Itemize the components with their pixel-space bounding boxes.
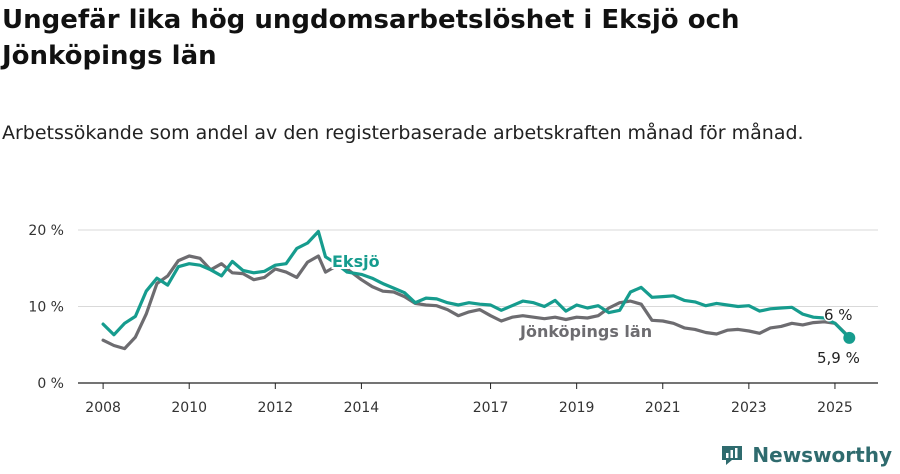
end-point-marker-eksjo bbox=[843, 331, 856, 344]
x-tick-label: 2017 bbox=[473, 400, 509, 416]
x-tick-label: 2019 bbox=[559, 400, 595, 416]
end-label-jonkopings-lan: 6 % bbox=[824, 306, 853, 324]
series-label-jonkopings-lan: Jönköpings län bbox=[519, 322, 652, 341]
x-tick-label: 2021 bbox=[645, 400, 681, 416]
x-tick-label: 2025 bbox=[817, 400, 853, 416]
y-tick-label: 20 % bbox=[28, 223, 64, 239]
x-tick-label: 2008 bbox=[85, 400, 121, 416]
series-line-eksjo bbox=[101, 229, 851, 340]
newsworthy-logo-icon bbox=[722, 446, 743, 465]
series-label-eksjo: Eksjö bbox=[332, 252, 380, 271]
brand: Newsworthy bbox=[720, 440, 892, 470]
x-tick-label: 2014 bbox=[344, 400, 380, 416]
brand-name: Newsworthy bbox=[752, 443, 892, 467]
x-tick-label: 2012 bbox=[257, 400, 293, 416]
chart-subtitle: Arbetssökande som andel av den registerb… bbox=[2, 122, 804, 144]
chart-title: Ungefär lika hög ungdomsarbetslöshet i E… bbox=[2, 5, 740, 71]
y-tick-label: 10 % bbox=[28, 300, 64, 316]
end-label-eksjo: 5,9 % bbox=[817, 349, 860, 367]
y-tick-label: 0 % bbox=[37, 376, 64, 392]
x-tick-label: 2010 bbox=[171, 400, 207, 416]
x-tick-label: 2023 bbox=[731, 400, 767, 416]
